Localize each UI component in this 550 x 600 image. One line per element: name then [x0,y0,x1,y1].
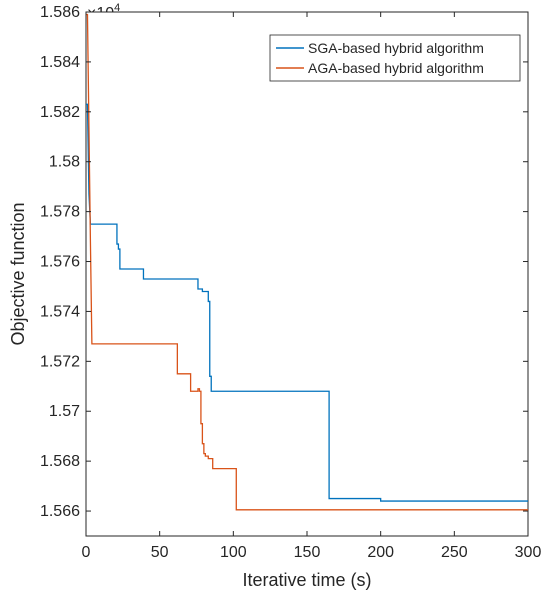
y-tick-label: 1.586 [40,4,80,21]
series-line-1 [86,103,528,502]
x-tick-label: 150 [294,544,321,561]
x-tick-label: 100 [220,544,247,561]
y-tick-label: 1.566 [40,503,80,520]
x-tick-label: 300 [515,544,542,561]
y-tick-label: 1.574 [40,303,80,320]
y-tick-label: 1.57 [49,403,80,420]
legend: SGA-based hybrid algorithm AGA-based hybr… [269,34,521,82]
legend-box [269,34,521,82]
x-tick-label: 250 [441,544,468,561]
x-tick-label: 0 [82,544,91,561]
series-line-2 [86,13,528,511]
x-axis-label: Iterative time (s) [242,570,371,590]
legend-label-2: AGA-based hybrid algorithm [308,60,484,76]
legend-label-1: SGA-based hybrid algorithm [308,40,484,56]
plot-area-frame [85,11,529,537]
x-tick-label: 50 [151,544,169,561]
y-axis-multiplier-exponent: 4 [114,2,120,14]
series-group [86,13,528,511]
y-tick-label: 1.568 [40,453,80,470]
y-tick-label: 1.576 [40,254,80,271]
y-tick-label: 1.578 [40,204,80,221]
y-tick-label: 1.572 [40,353,80,370]
y-tick-label: 1.58 [49,154,80,171]
y-axis-label: Objective function [8,202,28,345]
y-tick-label: 1.582 [40,104,80,121]
x-tick-label: 200 [367,544,394,561]
y-tick-label: 1.584 [40,54,80,71]
